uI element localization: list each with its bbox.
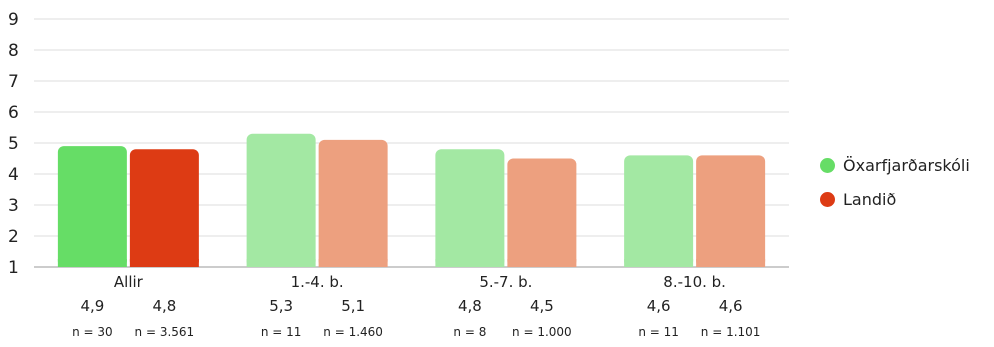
bar-series-1-category-4 [624,155,694,267]
value-label-series-1-category-2: 5,3 [269,297,293,315]
n-label-series-2-category-3: n = 1.000 [512,325,572,339]
y-tick-label-8: 8 [8,41,19,61]
x-category-label-1: Allir [114,273,144,291]
bar-base-series-1-category-3 [435,259,505,267]
x-category-label-4: 8.-10. b. [663,273,726,291]
legend-swatch-series-1 [820,157,835,173]
value-label-series-2-category-3: 4,5 [530,297,554,315]
n-label-series-1-category-4: n = 11 [638,325,679,339]
value-label-series-2-category-2: 5,1 [341,297,365,315]
bar-base-series-1-category-2 [246,259,316,267]
bar-base-series-2-category-4 [696,259,766,267]
legend: Öxarfjarðarskóli Landið [820,148,970,216]
n-label-series-1-category-2: n = 11 [261,325,302,339]
value-label-series-1-category-4: 4,6 [647,297,671,315]
bar-base-series-2-category-3 [507,259,577,267]
y-tick-label-6: 6 [8,103,19,123]
legend-item-series-1: Öxarfjarðarskóli [820,148,970,182]
bar-base-series-2-category-2 [318,259,388,267]
bar-series-2-category-3 [507,158,577,267]
x-category-label-2: 1.-4. b. [291,273,344,291]
value-label-series-2-category-4: 4,6 [719,297,743,315]
bar-base-series-2-category-1 [129,259,199,267]
legend-label-series-2: Landið [843,189,897,209]
bar-series-2-category-2 [318,139,388,267]
value-label-series-1-category-3: 4,8 [458,297,482,315]
n-label-series-2-category-1: n = 3.561 [135,325,195,339]
y-tick-label-5: 5 [8,134,19,154]
y-tick-label-7: 7 [8,72,19,92]
y-tick-label-3: 3 [8,196,19,216]
bar-series-2-category-1 [129,149,199,267]
y-tick-label-9: 9 [8,10,19,30]
n-label-series-2-category-4: n = 1.101 [701,325,761,339]
bar-base-series-1-category-1 [57,259,127,267]
bar-base-series-1-category-4 [624,259,694,267]
y-tick-label-1: 1 [8,258,19,278]
bar-series-1-category-2 [246,133,316,267]
legend-swatch-series-2 [820,191,835,207]
y-tick-label-4: 4 [8,165,19,185]
n-label-series-2-category-2: n = 1.460 [323,325,383,339]
y-tick-label-2: 2 [8,227,19,247]
value-label-series-2-category-1: 4,8 [152,297,176,315]
value-label-series-1-category-1: 4,9 [80,297,104,315]
x-category-label-3: 5.-7. b. [479,273,532,291]
n-label-series-1-category-3: n = 8 [453,325,486,339]
bar-series-1-category-1 [57,146,127,267]
bar-series-2-category-4 [696,155,766,267]
bar-series-1-category-3 [435,149,505,267]
n-label-series-1-category-1: n = 30 [72,325,113,339]
legend-item-series-2: Landið [820,182,970,216]
legend-label-series-1: Öxarfjarðarskóli [843,155,970,175]
